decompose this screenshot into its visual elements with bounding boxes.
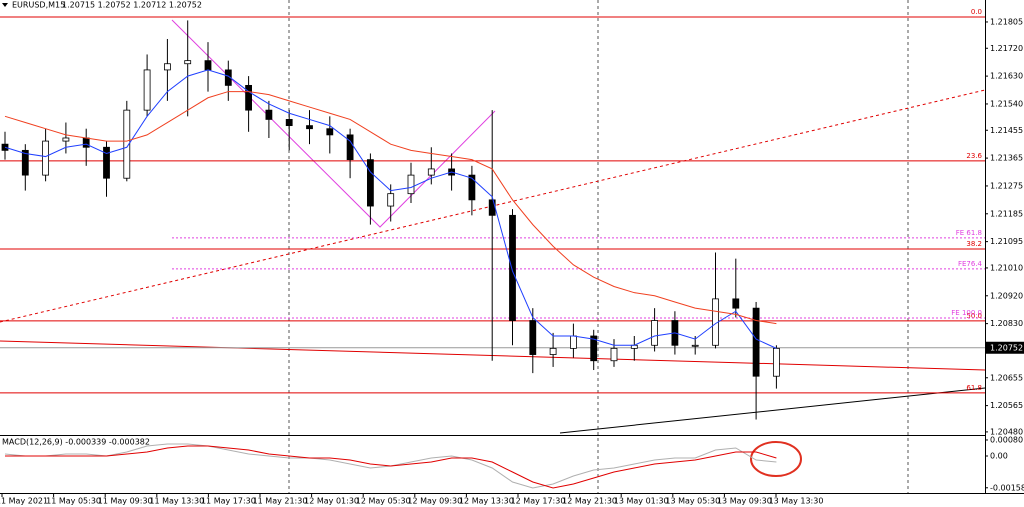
y-tick-label: 1.21455 [990,126,1023,135]
candle-body [651,320,658,346]
y-tick-label: 0.00 [990,452,1008,461]
y-tick-label: -0.001589 [990,483,1024,492]
candle-body [62,137,70,142]
menu-arrow[interactable] [2,3,8,7]
y-tick-label: 0.000801 [990,435,1024,444]
x-tick-label: 13 May 01:30 [614,497,669,506]
candle-body [773,347,780,377]
y-tick-label: 1.20830 [990,319,1023,328]
x-tick-label: 11 May 13:30 [149,497,204,506]
fib-label: 61.8 [966,384,982,392]
y-tick-label: 1.21720 [990,44,1023,53]
moving-average [4,69,777,349]
x-tick-label: 12 May 17:30 [511,497,566,506]
x-tick-label: 12 May 21:30 [562,497,617,506]
x-tick-label: 12 May 01:30 [304,497,359,506]
candle-body [346,134,354,161]
x-tick-label: 13 May 05:30 [665,497,720,506]
y-tick-label: 1.21185 [990,209,1023,218]
candle-body [590,335,598,362]
candle-body [610,347,618,362]
x-tick-label: 12 May 09:30 [407,497,462,506]
candle-body [163,63,171,71]
current-price-label: 1.20752 [990,343,1023,352]
candle-body [509,214,516,321]
x-tick-label: 13 May 09:30 [717,497,772,506]
x-tick-label: 12 May 13:30 [459,497,514,506]
macd-line [5,445,777,489]
fib-label: 38.2 [966,240,982,248]
x-tick-label: 11 May 17:30 [201,497,256,506]
fib-label: 0.0 [971,8,982,16]
candle-body [752,307,760,377]
candle-body [103,146,110,179]
fib-label: 50.0 [966,312,982,320]
fib-label: 23.6 [966,152,982,160]
candle-body [184,60,192,65]
candle-body [326,128,334,136]
candle-body [306,125,313,130]
fib-label: FE76.4 [958,260,983,268]
candle-body [570,335,577,349]
candle-body [21,149,29,176]
candle-body [549,347,557,355]
y-tick-label: 1.20480 [990,427,1023,436]
candle-body [224,69,232,86]
fib-label: FE 61.8 [956,229,982,237]
x-tick-label: 11 May 09:30 [98,497,153,506]
x-tick-label: 11 May 2021 [0,497,48,506]
current-price-box [986,341,1024,354]
y-tick-label: 1.21540 [990,99,1023,108]
x-tick-label: 13 May 13:30 [769,497,824,506]
candle-body [488,199,496,216]
y-tick-label: 1.21010 [990,263,1023,272]
quote: 1.20715 1.20752 1.20712 1.20752 [62,1,202,10]
candle-body [732,298,740,309]
candle-body [82,137,90,148]
candle-body [529,320,537,355]
y-tick-label: 1.21630 [990,72,1023,81]
symbol: EURUSD,M15 [12,1,65,10]
candle-body [366,159,374,207]
candle-body [468,174,476,201]
x-tick-label: 11 May 05:30 [46,497,101,506]
candle-body [204,60,212,71]
moving-average [4,91,777,325]
vertical-grid [288,0,909,493]
y-tick-label: 1.21805 [990,17,1023,26]
fib-label: FE 100.0 [951,309,982,317]
y-tick-label: 1.20565 [990,401,1023,410]
y-tick-label: 1.21365 [990,154,1023,163]
trend-line [559,387,986,434]
candle-body [245,84,253,111]
candle-body [42,140,49,176]
candle-body [265,109,273,120]
annotation-circle [750,441,802,477]
candle-body [407,174,415,195]
candle-body [427,168,435,176]
candle-body [691,344,699,347]
candle-body [1,143,9,151]
x-tick-label: 12 May 05:30 [356,497,411,506]
macd-label: MACD(12,26,9) -0.000339 -0.000382 [2,438,150,447]
y-tick-label: 1.20920 [990,291,1023,300]
x-tick-label: 11 May 21:30 [253,497,308,506]
candle-body [123,109,131,179]
candle-body [143,69,151,111]
candle-body [387,193,395,207]
y-tick-label: 1.20655 [990,373,1023,382]
zigzag [171,19,496,228]
y-tick-label: 1.21275 [990,181,1023,190]
y-tick-label: 1.21095 [990,237,1023,246]
candle-body [285,119,293,127]
